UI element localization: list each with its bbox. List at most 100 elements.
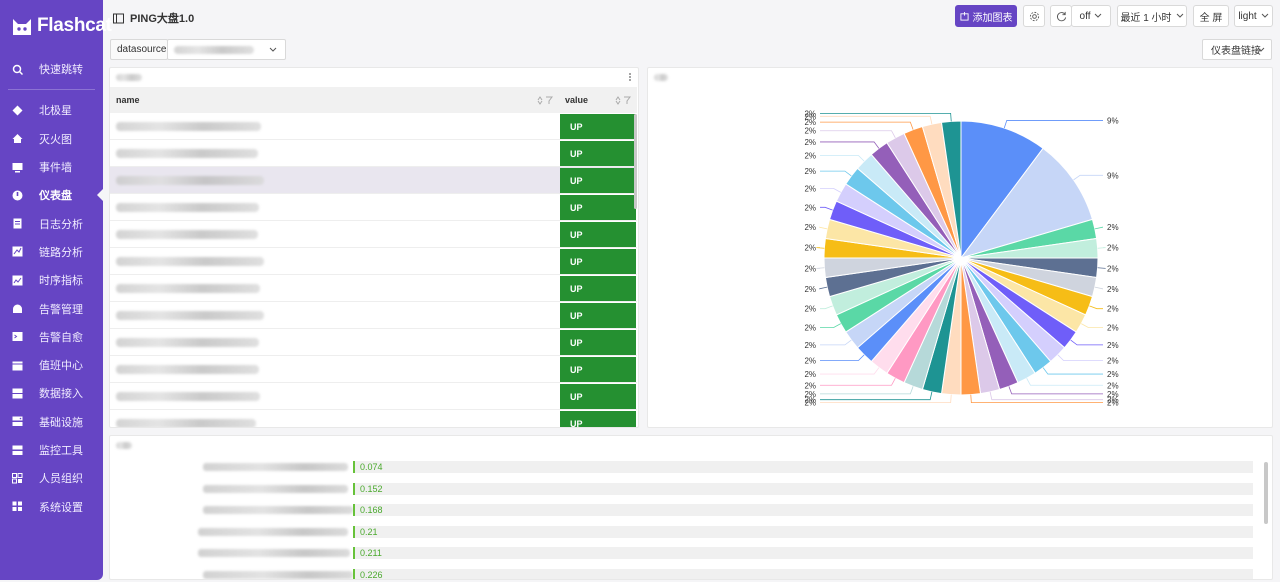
pie-slice[interactable] — [960, 120, 1044, 260]
sidebar-item-2[interactable]: 北极星 — [0, 96, 103, 124]
sidebar-item-15[interactable]: 人员组织 — [0, 464, 103, 492]
pie-label: 2% — [804, 264, 816, 273]
sort-filter-icon[interactable] — [537, 96, 555, 105]
time-range-value: 最近 1 小时 — [1120, 12, 1172, 24]
sidebar-item-13[interactable]: 基础设施 — [0, 408, 103, 436]
pie-label: 2% — [804, 203, 816, 212]
sidebar-item-16[interactable]: 系统设置 — [0, 492, 103, 520]
bar-label — [203, 463, 348, 471]
refresh-button[interactable] — [1050, 5, 1072, 27]
table-row[interactable]: UP — [110, 248, 637, 275]
pie-label-line — [1073, 174, 1103, 181]
table-row[interactable]: UP — [110, 329, 637, 356]
row-name — [116, 310, 264, 320]
table-row[interactable]: UP — [110, 302, 637, 329]
brand-name: Flashcat — [37, 15, 112, 36]
add-chart-button[interactable]: 添加图表 — [955, 5, 1017, 27]
pie-label-line — [819, 286, 828, 290]
menu-divider — [8, 89, 95, 91]
chart-icon — [12, 275, 23, 286]
table-header: name value — [110, 87, 637, 113]
refresh-interval-select[interactable]: off — [1071, 5, 1111, 27]
bar-gauge-row: 0.074 — [110, 461, 1272, 473]
row-value: UP — [570, 418, 583, 428]
more-icon[interactable] — [628, 72, 632, 82]
pie-label: 2% — [804, 167, 816, 176]
table-scrollbar[interactable] — [634, 114, 637, 209]
table-row[interactable]: UP — [110, 410, 637, 428]
sidebar: Flashcat 快速跳转北极星 灭火图 事件墙 仪表盘 日志分析 链路分析时序指标告警管… — [0, 0, 112, 580]
pie-label: 2% — [804, 151, 816, 160]
row-value-cell: UP — [560, 276, 636, 301]
pie-label: 2% — [804, 109, 816, 118]
bar-panel-scrollbar[interactable] — [1264, 462, 1268, 524]
pie-panel: 9% 9% 2% 2% 2% 2% 2% 2% 2% 2% 2% 2% 2% 2% 2% 2% 2% 2% 2% 2%… — [647, 67, 1273, 428]
pie-label-line — [820, 386, 914, 395]
column-name-header[interactable]: name — [116, 95, 140, 105]
sidebar-item-label: 时序指标 — [39, 275, 83, 288]
sidebar-item-14[interactable]: 监控工具 — [0, 436, 103, 464]
page-title: PING大盘1.0 — [113, 10, 194, 26]
sidebar-item-7[interactable]: 链路分析 — [0, 238, 103, 266]
row-value: UP — [570, 148, 583, 159]
bar-label — [203, 506, 353, 514]
pie-label: 2% — [804, 185, 816, 194]
pie-label-line — [816, 267, 825, 269]
bar-panel-title — [116, 441, 132, 449]
add-chart-icon — [959, 11, 969, 21]
table-row[interactable]: UP — [110, 275, 637, 302]
row-value: UP — [570, 364, 583, 375]
pie-label: 2% — [804, 323, 816, 332]
table-row[interactable]: UP — [110, 167, 637, 194]
row-value-cell: UP — [560, 411, 636, 428]
sidebar-item-5[interactable]: 仪表盘 — [0, 181, 104, 209]
pie-label-line — [820, 188, 841, 193]
dashboard-link-select[interactable]: 仪表盘链接 — [1202, 39, 1272, 60]
collapse-icon[interactable] — [113, 13, 124, 24]
sidebar-item-label: 告警管理 — [39, 303, 83, 316]
bar-track — [353, 504, 1253, 516]
table-row[interactable]: UP — [110, 356, 637, 383]
pie-label-line — [1097, 247, 1106, 249]
table-row[interactable]: UP — [110, 140, 637, 167]
server-icon — [12, 416, 23, 427]
pie-label-line — [820, 206, 833, 211]
pie-label: 2% — [804, 381, 816, 390]
sidebar-item-8[interactable]: 时序指标 — [0, 266, 103, 294]
row-value-cell: UP — [560, 195, 636, 220]
row-value: UP — [570, 310, 583, 321]
theme-select[interactable]: light — [1234, 5, 1273, 27]
pie-label-line — [1097, 267, 1106, 269]
row-value-cell: UP — [560, 141, 636, 166]
brand-logo[interactable]: Flashcat — [11, 15, 112, 37]
row-name — [116, 121, 261, 131]
settings-button[interactable] — [1023, 5, 1045, 27]
row-name — [116, 175, 264, 185]
fullscreen-button[interactable]: 全 屏 — [1193, 5, 1229, 27]
sidebar-item-1[interactable]: 快速跳转 — [0, 55, 103, 83]
sidebar-item-3[interactable]: 灭火图 — [0, 125, 103, 153]
table-row[interactable]: UP — [110, 113, 637, 140]
bar-panel-header — [110, 436, 1272, 454]
time-range-select[interactable]: 最近 1 小时 — [1117, 5, 1187, 27]
sidebar-item-label: 系统设置 — [39, 501, 83, 514]
pie-slice[interactable] — [940, 120, 962, 259]
sidebar-item-4[interactable]: 事件墙 — [0, 153, 103, 181]
datasource-select[interactable] — [167, 39, 286, 60]
sidebar-item-12[interactable]: 数据接入 — [0, 379, 103, 407]
sidebar-item-11[interactable]: 值班中心 — [0, 351, 103, 379]
sort-filter-icon[interactable] — [615, 96, 633, 105]
table-row[interactable]: UP — [110, 221, 637, 248]
sidebar-item-10[interactable]: 告警自愈 — [0, 323, 103, 351]
table-row[interactable]: UP — [110, 383, 637, 410]
sidebar-item-9[interactable]: 告警管理 — [0, 294, 103, 322]
column-value-header[interactable]: value — [565, 95, 589, 105]
table-row[interactable]: UP — [110, 194, 637, 221]
sidebar-item-label: 基础设施 — [39, 416, 83, 429]
pie-label: 2% — [804, 399, 816, 408]
sidebar-item-6[interactable]: 日志分析 — [0, 209, 103, 237]
pie-label-line — [820, 115, 933, 125]
datasource-label: datasource — [110, 39, 168, 60]
bar-gauge-row: 0.226 — [110, 568, 1272, 579]
trace-icon — [12, 246, 23, 257]
